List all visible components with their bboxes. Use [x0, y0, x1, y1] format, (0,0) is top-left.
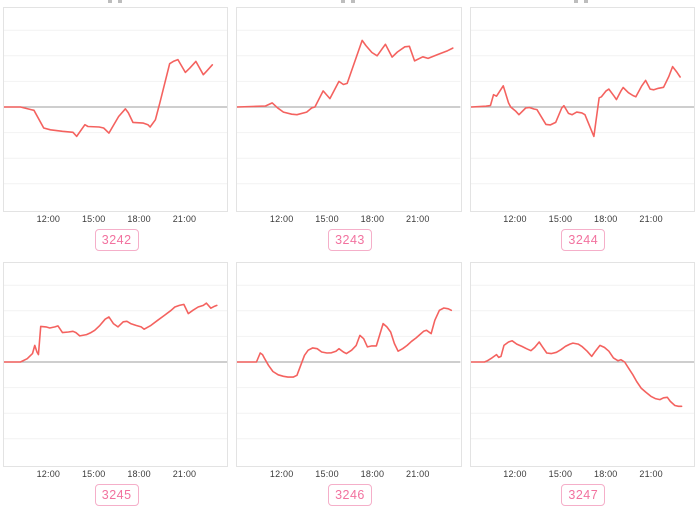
x-tick-label: 21:00 — [406, 469, 430, 479]
line-chart-plot — [469, 7, 695, 212]
clipped-title-fragment — [107, 0, 132, 3]
x-tick-label: 21:00 — [406, 214, 430, 224]
x-tick-label: 18:00 — [593, 469, 618, 479]
x-axis: 12:00 15:00 18:00 21:00 — [3, 212, 228, 226]
price-line — [470, 340, 683, 408]
x-axis: 12:00 15:00 18:00 21:00 — [470, 467, 695, 481]
line-chart-plot — [469, 262, 695, 467]
badge-row: 3242 — [0, 229, 233, 251]
x-tick-label: 18:00 — [593, 214, 618, 224]
chart-panel-3247: 12:00 15:00 18:00 21:00 3247 — [467, 255, 700, 509]
badge-row: 3246 — [233, 484, 466, 506]
x-tick-label: 21:00 — [172, 469, 197, 479]
x-tick-label: 15:00 — [81, 469, 106, 479]
clipped-title-fragment — [340, 0, 365, 3]
x-tick-label: 15:00 — [315, 469, 339, 479]
x-tick-label: 12:00 — [269, 469, 294, 479]
badge-row: 3245 — [0, 484, 233, 506]
chart-id-badge[interactable]: 3243 — [328, 229, 372, 251]
price-line — [4, 302, 218, 363]
x-tick-label: 12:00 — [36, 214, 61, 224]
price-line — [237, 307, 453, 378]
x-tick-label: 15:00 — [548, 214, 573, 224]
x-tick-label: 18:00 — [127, 469, 151, 479]
x-tick-label: 12:00 — [36, 469, 61, 479]
sparkline-svg — [470, 29, 694, 185]
sparkline-svg — [237, 29, 461, 185]
badge-row: 3247 — [467, 484, 700, 506]
x-tick-label: 15:00 — [315, 214, 339, 224]
x-axis: 12:00 15:00 18:00 21:00 — [236, 467, 461, 481]
chart-panel-3245: 12:00 15:00 18:00 21:00 3245 — [0, 255, 233, 509]
chart-id-badge[interactable]: 3246 — [328, 484, 372, 506]
chart-id-badge[interactable]: 3244 — [561, 229, 606, 251]
sparkline-svg — [470, 284, 694, 440]
x-tick-label: 18:00 — [360, 469, 385, 479]
chart-panel-3244: 12:00 15:00 18:00 21:00 3244 — [467, 0, 700, 254]
line-chart-plot — [3, 7, 229, 212]
x-tick-label: 21:00 — [639, 469, 663, 479]
clipped-title-fragment — [574, 0, 598, 3]
line-chart-plot — [236, 262, 462, 467]
sparkline-svg — [4, 284, 228, 440]
chart-panel-3246: 12:00 15:00 18:00 21:00 3246 — [233, 255, 466, 509]
chart-id-badge[interactable]: 3245 — [94, 484, 139, 506]
x-tick-label: 15:00 — [81, 214, 106, 224]
sparkline-svg — [237, 284, 461, 440]
x-axis: 12:00 15:00 18:00 21:00 — [470, 212, 695, 226]
price-line — [237, 39, 454, 116]
line-chart-plot — [3, 262, 229, 467]
chart-id-badge[interactable]: 3247 — [561, 484, 606, 506]
x-tick-label: 12:00 — [503, 214, 527, 224]
badge-row: 3244 — [467, 229, 700, 251]
x-tick-label: 18:00 — [360, 214, 385, 224]
chart-panel-3243: 12:00 15:00 18:00 21:00 3243 — [233, 0, 466, 254]
x-tick-label: 12:00 — [269, 214, 294, 224]
price-line — [470, 65, 681, 138]
x-axis: 12:00 15:00 18:00 21:00 — [3, 467, 228, 481]
price-line — [4, 58, 214, 138]
x-axis: 12:00 15:00 18:00 21:00 — [236, 212, 461, 226]
x-tick-label: 12:00 — [503, 469, 527, 479]
x-tick-label: 21:00 — [639, 214, 663, 224]
sparkline-svg — [4, 29, 228, 185]
chart-panel-3242: 12:00 15:00 18:00 21:00 3242 — [0, 0, 233, 254]
x-tick-label: 15:00 — [548, 469, 573, 479]
line-chart-plot — [236, 7, 462, 212]
x-tick-label: 21:00 — [172, 214, 197, 224]
x-tick-label: 18:00 — [127, 214, 151, 224]
badge-row: 3243 — [233, 229, 466, 251]
chart-id-badge[interactable]: 3242 — [94, 229, 139, 251]
